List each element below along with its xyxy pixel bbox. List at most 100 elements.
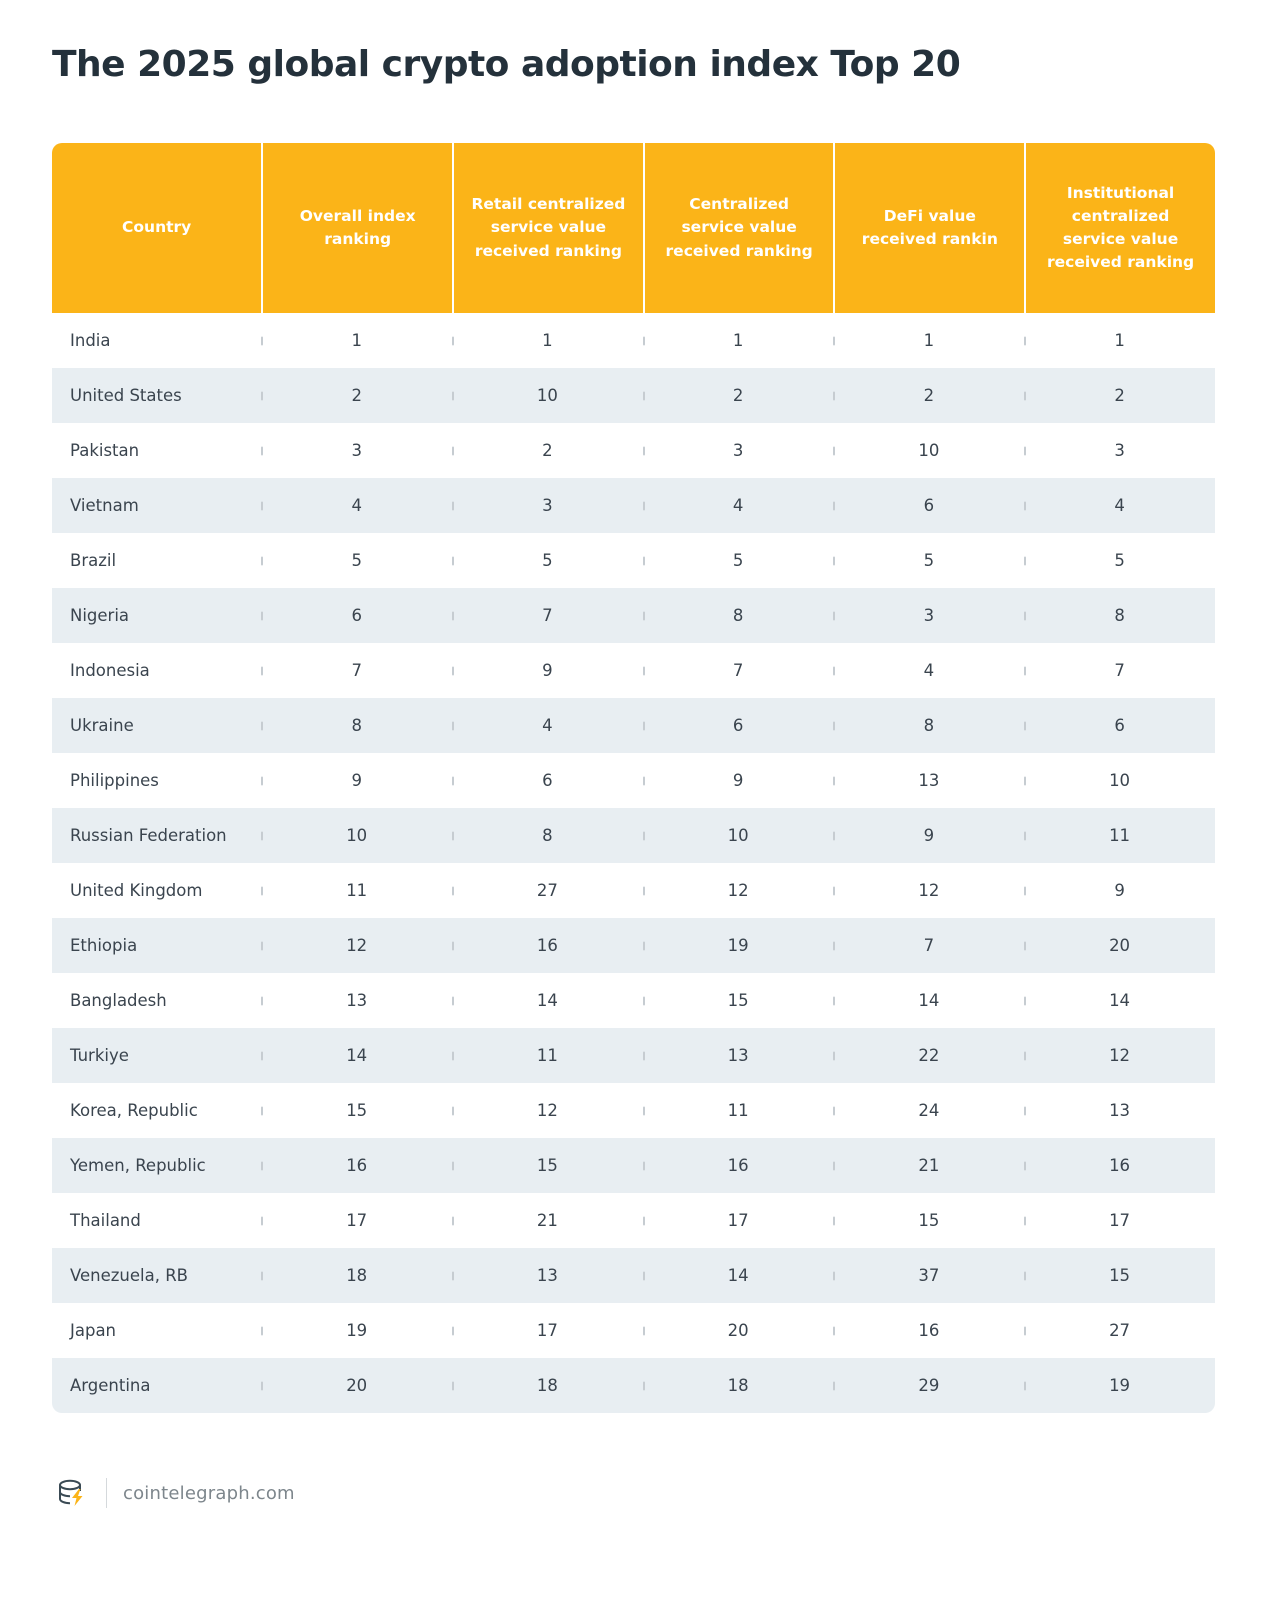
column-tick xyxy=(642,336,645,345)
table-row: Pakistan 3 2 3 10 3 xyxy=(52,423,1215,478)
rank-cell: 29 xyxy=(833,1358,1024,1413)
rank-value: 16 xyxy=(1109,1156,1131,1175)
column-tick xyxy=(261,1216,264,1225)
rank-value: 3 xyxy=(1114,441,1125,460)
rank-value: 21 xyxy=(918,1156,940,1175)
column-tick xyxy=(1024,556,1027,565)
column-tick xyxy=(452,556,455,565)
column-tick xyxy=(452,721,455,730)
rank-cell: 8 xyxy=(833,698,1024,753)
column-tick xyxy=(642,776,645,785)
country-cell: Yemen, Republic xyxy=(52,1138,261,1193)
rank-value: 19 xyxy=(346,1321,368,1340)
country-cell: India xyxy=(52,313,261,368)
rank-cell: 2 xyxy=(1024,368,1215,423)
rank-value: 8 xyxy=(351,716,362,735)
rank-value: 17 xyxy=(536,1321,558,1340)
column-tick xyxy=(452,831,455,840)
rank-cell: 3 xyxy=(1024,423,1215,478)
country-cell: Ethiopia xyxy=(52,918,261,973)
rank-cell: 5 xyxy=(261,533,452,588)
rank-value: 7 xyxy=(542,606,553,625)
column-tick xyxy=(642,1381,645,1390)
rank-cell: 9 xyxy=(833,808,1024,863)
rank-value: 11 xyxy=(727,1101,749,1120)
rank-value: 6 xyxy=(351,606,362,625)
column-tick xyxy=(833,611,836,620)
rank-cell: 3 xyxy=(642,423,834,478)
country-label: United Kingdom xyxy=(70,881,203,900)
rank-value: 15 xyxy=(536,1156,558,1175)
rank-value: 13 xyxy=(1109,1101,1131,1120)
rank-value: 37 xyxy=(918,1266,940,1285)
rank-cell: 2 xyxy=(833,368,1024,423)
rank-value: 18 xyxy=(536,1376,558,1395)
country-cell: Argentina xyxy=(52,1358,261,1413)
column-tick xyxy=(1024,776,1027,785)
country-cell: Bangladesh xyxy=(52,973,261,1028)
column-tick xyxy=(642,501,645,510)
rank-cell: 10 xyxy=(642,808,834,863)
rank-value: 27 xyxy=(1109,1321,1131,1340)
rank-value: 8 xyxy=(923,716,935,735)
column-header-centralized: Centralized service value received ranki… xyxy=(642,143,834,313)
rank-cell: 10 xyxy=(1024,753,1215,808)
rank-cell: 4 xyxy=(261,478,452,533)
column-tick xyxy=(452,1326,455,1335)
rank-cell: 14 xyxy=(642,1248,834,1303)
rank-value: 24 xyxy=(918,1101,940,1120)
rank-value: 22 xyxy=(918,1046,940,1065)
rank-cell: 12 xyxy=(642,863,834,918)
column-tick xyxy=(1024,1381,1027,1390)
column-tick xyxy=(833,1161,836,1170)
column-tick xyxy=(261,831,264,840)
column-tick xyxy=(1024,721,1027,730)
rank-cell: 4 xyxy=(833,643,1024,698)
country-cell: United States xyxy=(52,368,261,423)
country-label: Indonesia xyxy=(70,661,150,680)
column-tick xyxy=(261,1161,264,1170)
country-cell: Turkiye xyxy=(52,1028,261,1083)
rank-value: 5 xyxy=(1114,551,1125,570)
rank-cell: 1 xyxy=(1024,313,1215,368)
column-tick xyxy=(452,886,455,895)
column-header-country: Country xyxy=(122,218,192,237)
country-label: Venezuela, RB xyxy=(70,1266,189,1285)
column-tick xyxy=(452,1106,455,1115)
rank-value: 12 xyxy=(1109,1046,1131,1065)
column-tick xyxy=(833,1106,836,1115)
rank-cell: 17 xyxy=(452,1303,643,1358)
table-row: Philippines 9 6 9 13 10 xyxy=(52,753,1215,808)
rank-cell: 17 xyxy=(261,1193,452,1248)
table-row: Indonesia 7 9 7 4 7 xyxy=(52,643,1215,698)
rank-value: 16 xyxy=(727,1156,749,1175)
rank-value: 8 xyxy=(732,606,744,625)
rank-cell: 14 xyxy=(833,973,1024,1028)
country-cell: Brazil xyxy=(52,533,261,588)
rank-value: 1 xyxy=(732,331,744,350)
column-tick xyxy=(1024,666,1027,675)
rank-cell: 16 xyxy=(261,1138,452,1193)
rank-value: 18 xyxy=(346,1266,368,1285)
table-body: India 1 1 1 1 1 United States 2 10 2 2 2 Pakistan 3 2 3… xyxy=(52,313,1215,1413)
rank-value: 27 xyxy=(536,881,558,900)
rank-value: 16 xyxy=(346,1156,368,1175)
rank-cell: 37 xyxy=(833,1248,1024,1303)
rank-value: 14 xyxy=(346,1046,368,1065)
rank-cell: 3 xyxy=(261,423,452,478)
country-label: Brazil xyxy=(70,551,117,570)
rank-value: 17 xyxy=(1109,1211,1131,1230)
country-cell: Russian Federation xyxy=(52,808,261,863)
column-tick xyxy=(833,391,836,400)
rank-value: 20 xyxy=(346,1376,368,1395)
rank-value: 7 xyxy=(923,936,935,955)
rank-cell: 4 xyxy=(642,478,834,533)
column-tick xyxy=(642,391,645,400)
rank-value: 5 xyxy=(732,551,744,570)
rank-cell: 6 xyxy=(261,588,452,643)
rank-value: 1 xyxy=(351,331,362,350)
rank-value: 20 xyxy=(1109,936,1131,955)
column-tick xyxy=(1024,446,1027,455)
rank-cell: 15 xyxy=(642,973,834,1028)
